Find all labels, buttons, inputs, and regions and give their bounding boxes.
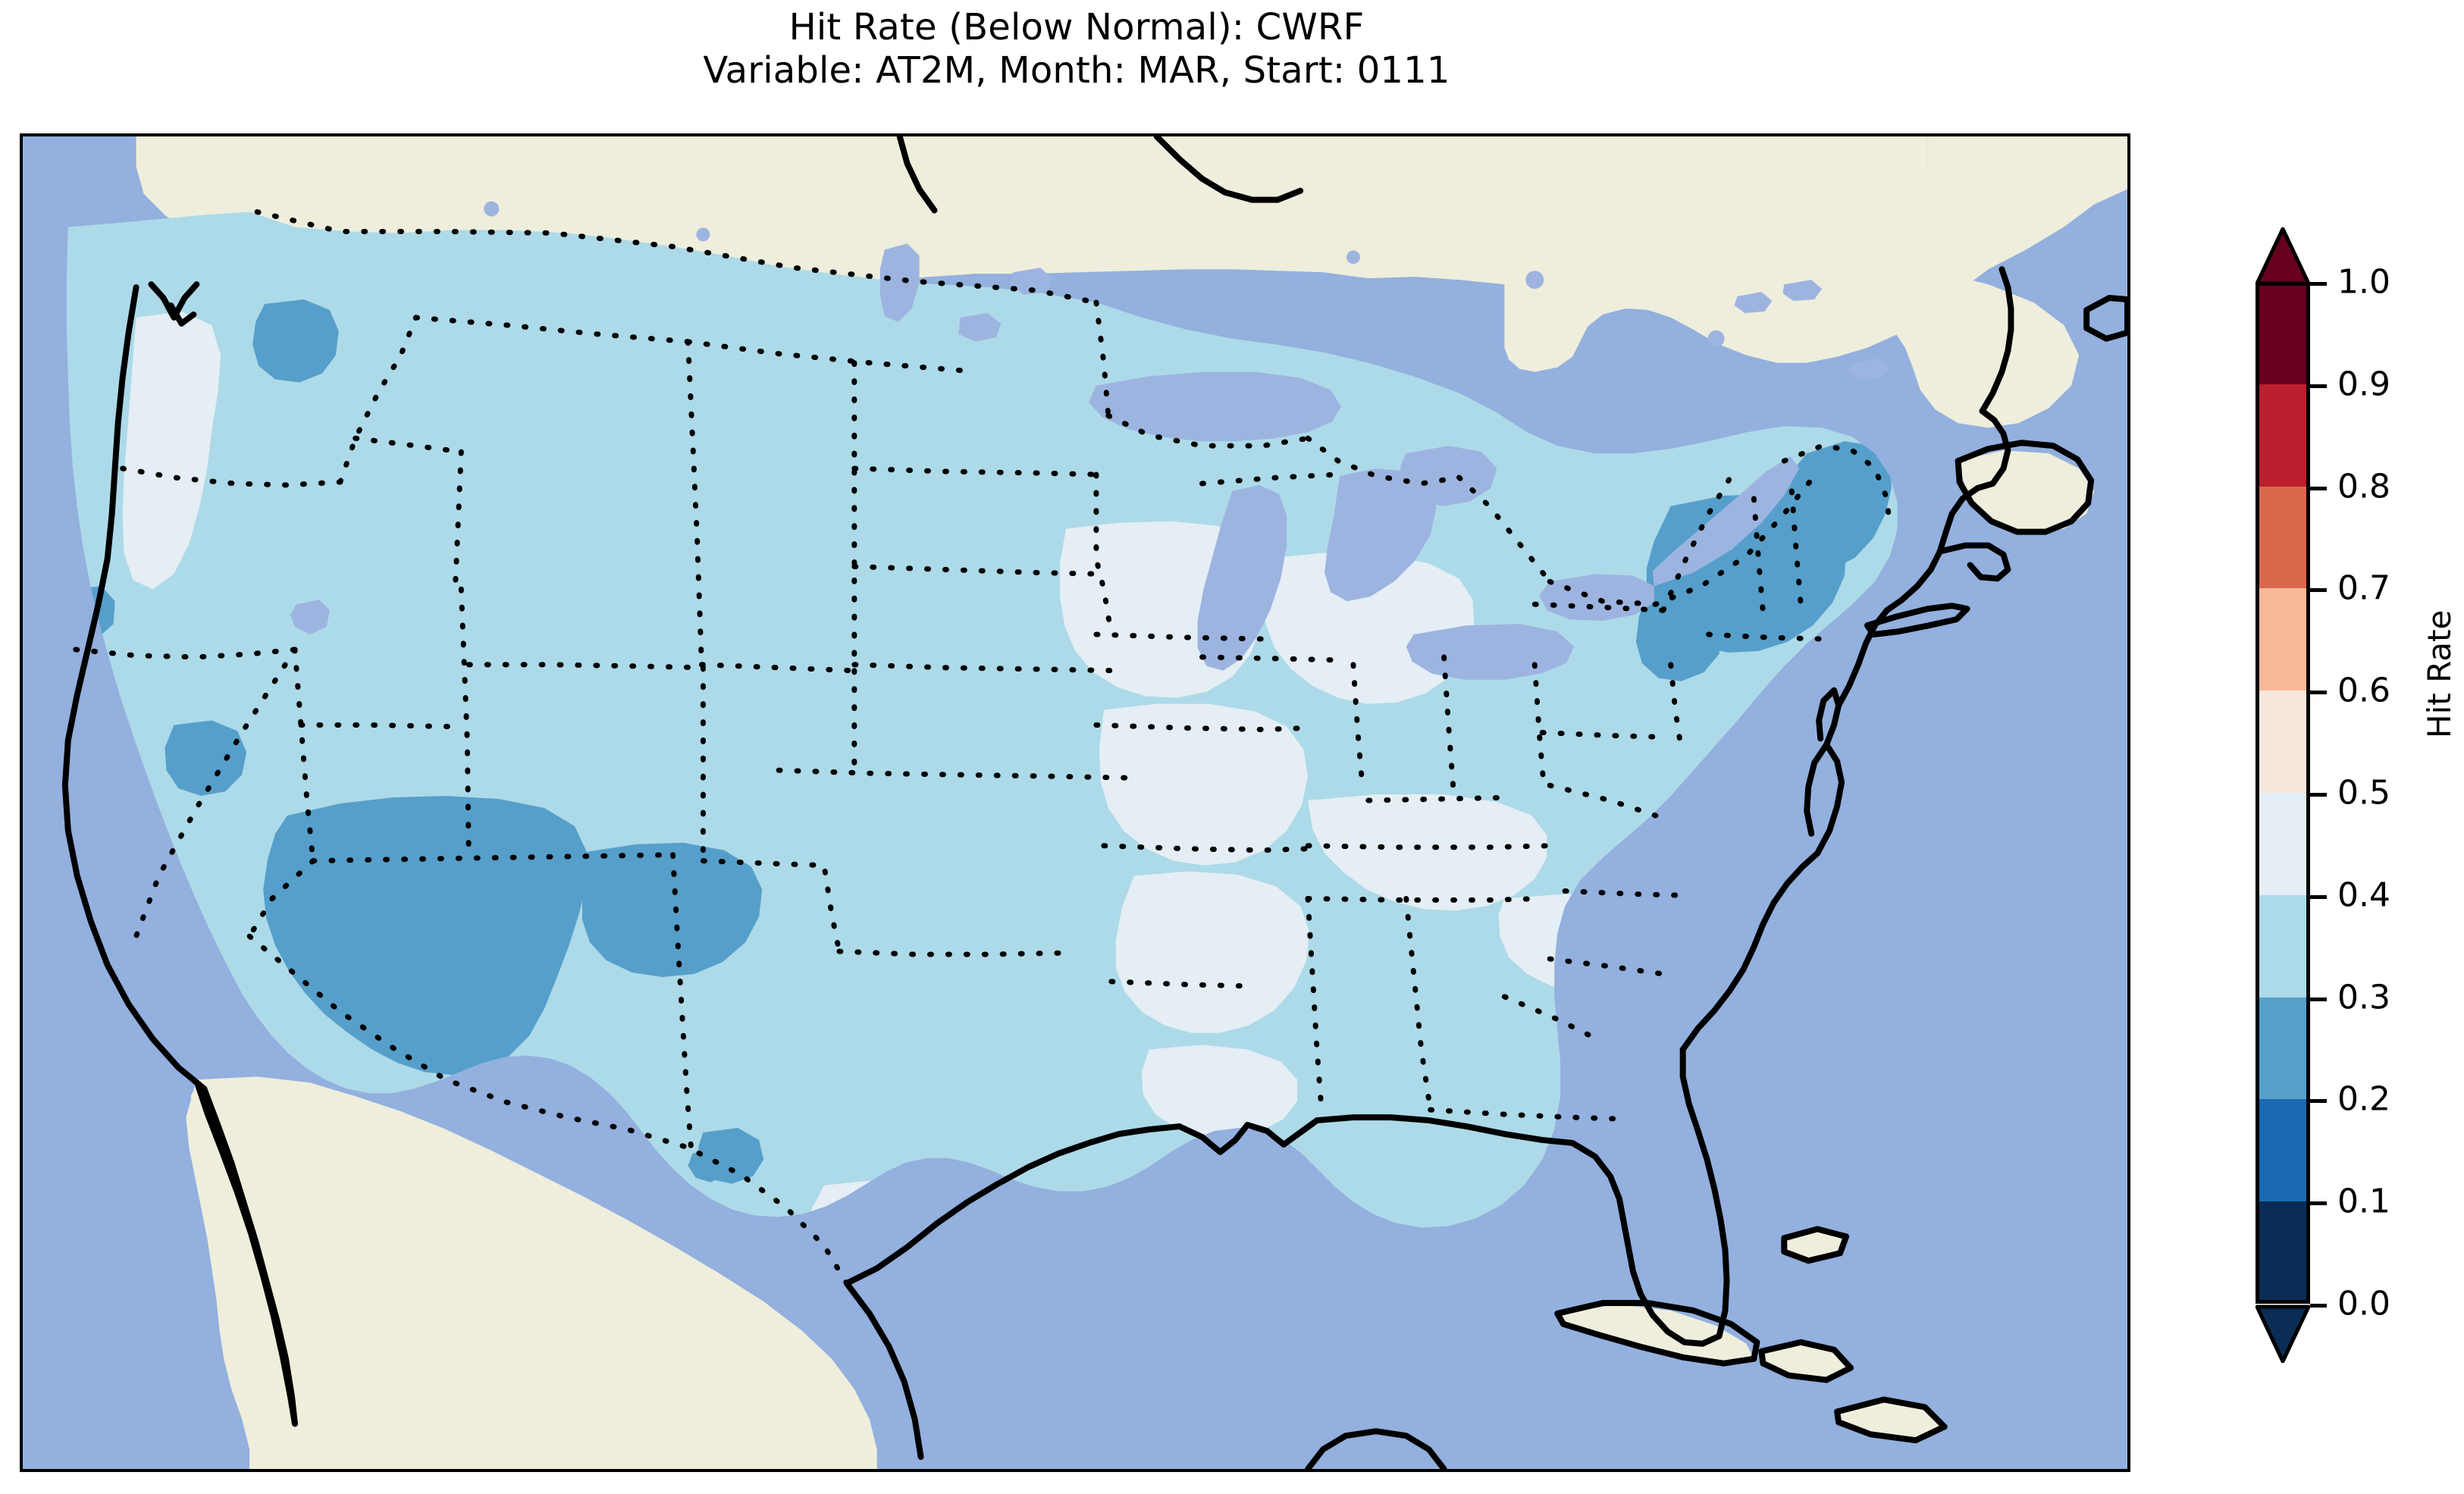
colorbar-tick-0.2 [2310, 1099, 2327, 1104]
colorbar-ticklabel-0.8: 0.8 [2337, 467, 2390, 506]
colorbar-ticklabel-0.7: 0.7 [2337, 568, 2390, 608]
title-line-primary: Hit Rate (Below Normal): CWRF [788, 6, 1365, 49]
colorbar-ticklabel-0.9: 0.9 [2337, 365, 2390, 404]
colorbar-tick-0.8 [2310, 486, 2327, 490]
colorbar-band-0.4-0.5 [2256, 793, 2310, 896]
colorbar-ticklabel-1.0: 1.0 [2337, 262, 2390, 302]
colorbar-band-0.6-0.7 [2256, 588, 2310, 691]
state-borders [73, 209, 1893, 1286]
colorbar-ticklabel-0.3: 0.3 [2337, 978, 2390, 1017]
colorbar-ticklabel-0.5: 0.5 [2337, 773, 2390, 813]
colorbar-tick-0.0 [2310, 1304, 2327, 1308]
colorbar-band-0.7-0.8 [2256, 486, 2310, 589]
colorbar-band-0.3-0.4 [2256, 894, 2310, 998]
colorbar-ticklabel-0.4: 0.4 [2337, 875, 2390, 915]
colorbar-band-0.5-0.6 [2256, 691, 2310, 794]
colorbar-over-arrow [2256, 227, 2310, 286]
colorbar-band-0.2-0.3 [2256, 997, 2310, 1100]
colorbar-tick-0.5 [2310, 793, 2327, 797]
colorbar-ticklabel-0.1: 0.1 [2337, 1182, 2390, 1221]
colorbar-tick-0.1 [2310, 1201, 2327, 1206]
colorbar-tick-0.9 [2310, 384, 2327, 388]
colorbar-tick-0.6 [2310, 691, 2327, 695]
map-axes[interactable] [20, 133, 2130, 1472]
figure-title: Hit Rate (Below Normal): CWRF Variable: … [0, 6, 2153, 92]
colorbar-tick-0.7 [2310, 588, 2327, 593]
colorbar-ticklabel-0.6: 0.6 [2337, 671, 2390, 710]
colorbar-tick-1.0 [2310, 282, 2327, 286]
colorbar-axis-label: Hit Rate [2421, 609, 2458, 738]
colorbar-ticklabel-0.2: 0.2 [2337, 1079, 2390, 1119]
colorbar-band-0.9-1.0 [2256, 282, 2310, 385]
colorbar-tick-0.4 [2310, 894, 2327, 899]
title-line-subtitle: Variable: AT2M, Month: MAR, Start: 0111 [703, 49, 1450, 92]
colorbar-tick-0.3 [2310, 997, 2327, 1001]
coastlines [61, 136, 2127, 1469]
colorbar-band-0.8-0.9 [2256, 384, 2310, 487]
map-canvas [23, 136, 2127, 1469]
colorbar[interactable]: 0.0 0.1 0.2 0.3 0.4 0.5 0.6 0.7 0.8 0.9 1.0 Hit Ra… [2256, 227, 2458, 1380]
colorbar-band-0.1-0.2 [2256, 1099, 2310, 1202]
colorbar-under-arrow [2256, 1304, 2310, 1363]
colorbar-ticklabel-0.0: 0.0 [2337, 1284, 2390, 1323]
colorbar-bands [2256, 282, 2310, 1305]
colorbar-band-0.0-0.1 [2256, 1201, 2310, 1305]
